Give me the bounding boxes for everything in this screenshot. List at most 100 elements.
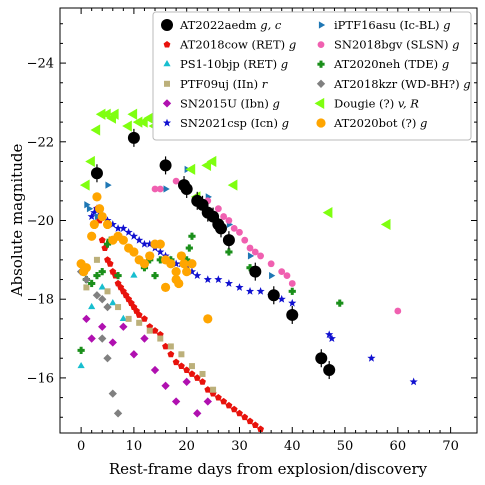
data-point xyxy=(93,271,101,280)
legend-label: PTF09uj (IIn) r xyxy=(180,77,269,91)
data-point xyxy=(246,264,254,272)
data-point xyxy=(188,232,196,240)
legend-label: iPTF16asu (Ic-BL) g xyxy=(334,18,450,32)
data-point xyxy=(77,361,85,369)
data-point xyxy=(106,260,114,267)
data-point xyxy=(172,259,181,268)
data-point xyxy=(95,108,106,120)
data-point xyxy=(129,247,139,257)
legend-marker xyxy=(317,41,325,48)
data-point xyxy=(199,370,206,377)
data-point xyxy=(246,417,254,425)
data-point xyxy=(220,213,228,220)
data-point xyxy=(203,314,213,324)
data-point xyxy=(98,322,107,331)
data-point xyxy=(323,364,336,377)
data-point xyxy=(251,421,259,429)
legend-marker xyxy=(316,118,326,128)
data-point xyxy=(87,334,96,343)
data-point xyxy=(109,298,117,306)
data-point xyxy=(132,116,143,128)
x-tick-label: 30 xyxy=(231,439,248,454)
y-tick-label: −24 xyxy=(27,57,54,72)
data-point xyxy=(90,167,103,180)
data-point xyxy=(93,256,100,263)
data-point xyxy=(118,235,128,245)
data-point xyxy=(103,240,112,248)
legend-label: AT2020neh (TDE) g xyxy=(333,57,449,71)
data-point xyxy=(172,177,180,185)
data-point xyxy=(187,267,197,276)
data-point xyxy=(94,204,105,214)
data-point xyxy=(90,208,99,217)
data-point xyxy=(193,271,202,280)
legend-label: AT2018cow (RET) g xyxy=(179,38,296,52)
legend-label: AT2018kzr (WD-BH?) g xyxy=(333,77,471,91)
data-point xyxy=(278,268,286,276)
data-point xyxy=(235,283,244,291)
data-point xyxy=(139,259,150,269)
legend-marker xyxy=(314,97,325,109)
data-point xyxy=(222,234,235,247)
data-point xyxy=(130,271,138,278)
data-point xyxy=(127,131,140,144)
data-point xyxy=(220,397,228,405)
data-point xyxy=(183,366,191,373)
data-point xyxy=(286,308,299,321)
data-point xyxy=(163,185,170,193)
data-point xyxy=(267,289,280,302)
data-point xyxy=(141,315,148,322)
data-point xyxy=(79,179,90,191)
data-point xyxy=(108,389,117,398)
data-point xyxy=(157,335,164,342)
data-point xyxy=(269,271,276,280)
data-point xyxy=(230,405,238,413)
data-point xyxy=(185,163,196,175)
data-point xyxy=(210,386,217,393)
data-point xyxy=(136,319,143,326)
data-point xyxy=(176,251,187,261)
data-point xyxy=(171,267,181,277)
data-point xyxy=(257,425,265,432)
data-point xyxy=(288,298,297,307)
data-point xyxy=(105,181,112,189)
data-point xyxy=(119,224,128,232)
legend-marker xyxy=(161,19,173,31)
data-point xyxy=(315,352,328,365)
data-point xyxy=(129,231,138,240)
legend: AT2022aedm g, c iPTF16asu (Ic-BL) g AT2018… xyxy=(152,11,472,141)
data-point xyxy=(214,275,223,283)
x-tick-label: 0 xyxy=(77,439,85,454)
data-point xyxy=(174,278,184,289)
data-point xyxy=(127,108,138,120)
data-point xyxy=(256,287,265,295)
data-point xyxy=(178,351,185,358)
data-point xyxy=(182,377,191,386)
series-11 xyxy=(90,128,336,380)
data-point xyxy=(135,311,143,318)
data-point xyxy=(85,155,95,168)
data-point xyxy=(336,299,344,307)
data-point xyxy=(236,409,243,417)
legend-label: SN2021csp (Icn) g xyxy=(180,116,289,130)
data-point xyxy=(156,185,164,193)
data-point xyxy=(92,291,102,300)
data-point xyxy=(283,272,291,279)
data-point xyxy=(288,287,296,295)
data-point xyxy=(193,374,201,381)
data-point xyxy=(327,334,336,343)
data-point xyxy=(145,239,154,248)
data-point xyxy=(81,263,91,273)
x-tick-label: 60 xyxy=(390,439,407,454)
series-6 xyxy=(151,177,402,315)
data-point xyxy=(82,314,91,324)
data-point xyxy=(249,265,262,278)
data-point xyxy=(103,354,112,363)
data-point xyxy=(257,252,264,260)
data-point xyxy=(204,386,212,393)
y-tick-label: −18 xyxy=(27,293,54,308)
y-axis-label: Absolute magnitude xyxy=(8,144,26,298)
series-10 xyxy=(76,192,213,324)
legend-label: AT2020bot (?) g xyxy=(333,116,427,130)
series-3 xyxy=(82,314,212,418)
